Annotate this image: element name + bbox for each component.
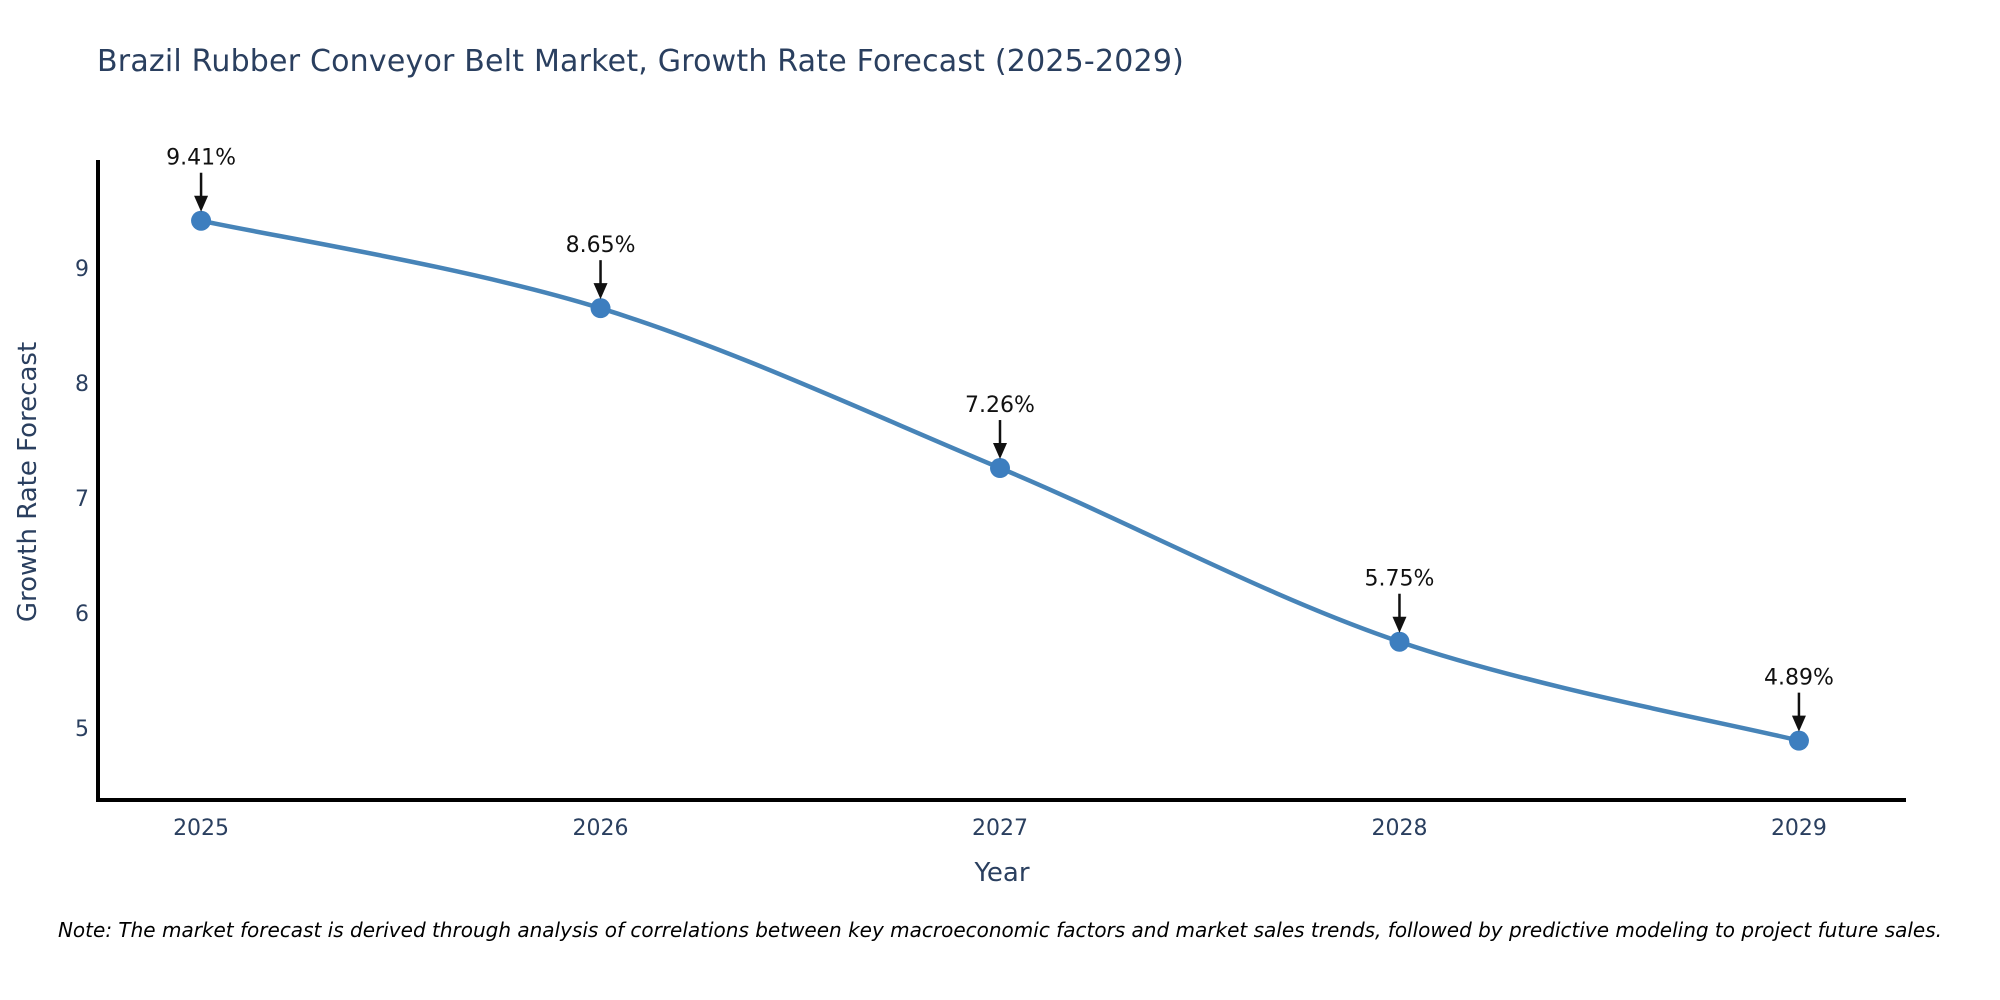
ticks-layer: 5 6 7 8 9 2025 2026 2027 2028 2029 bbox=[75, 257, 1827, 841]
x-tick-label: 2027 bbox=[972, 816, 1028, 841]
series-layer bbox=[191, 210, 1809, 751]
x-tick-label: 2029 bbox=[1771, 816, 1827, 841]
footnote: Note: The market forecast is derived thr… bbox=[57, 918, 1943, 942]
y-tick-label: 7 bbox=[75, 487, 89, 512]
forecast-line bbox=[198, 218, 1802, 743]
annotation-layer: 9.41% 8.65% 7.26% 5.75% 4.89% bbox=[166, 146, 1834, 732]
point-value-label: 9.41% bbox=[166, 146, 236, 171]
axes-layer bbox=[96, 160, 1906, 802]
annotation-arrow-head-icon bbox=[1392, 616, 1407, 633]
y-axis-title: Growth Rate Forecast bbox=[13, 341, 43, 623]
chart-title: Brazil Rubber Conveyor Belt Market, Grow… bbox=[97, 44, 1185, 79]
y-tick-label: 9 bbox=[75, 257, 89, 282]
y-tick-label: 5 bbox=[75, 717, 89, 742]
annotation-arrow-head-icon bbox=[593, 283, 608, 300]
point-value-label: 4.89% bbox=[1764, 666, 1834, 691]
x-tick-label: 2026 bbox=[573, 816, 629, 841]
x-tick-label: 2028 bbox=[1371, 816, 1427, 841]
data-point-marker bbox=[990, 458, 1011, 479]
data-point-marker bbox=[1389, 631, 1410, 652]
data-point-marker bbox=[191, 210, 212, 231]
annotation-arrow-head-icon bbox=[993, 443, 1008, 460]
x-tick-label: 2025 bbox=[173, 816, 229, 841]
annotation-arrow-head-icon bbox=[1791, 715, 1806, 732]
point-value-label: 7.26% bbox=[965, 393, 1035, 418]
y-tick-label: 6 bbox=[75, 602, 89, 627]
data-point-marker bbox=[1788, 730, 1809, 751]
annotation-arrow-head-icon bbox=[194, 195, 209, 212]
point-value-label: 8.65% bbox=[566, 233, 636, 258]
data-point-marker bbox=[590, 298, 611, 319]
x-axis-title: Year bbox=[974, 858, 1030, 888]
point-value-label: 5.75% bbox=[1365, 567, 1435, 592]
y-tick-label: 8 bbox=[75, 372, 89, 397]
